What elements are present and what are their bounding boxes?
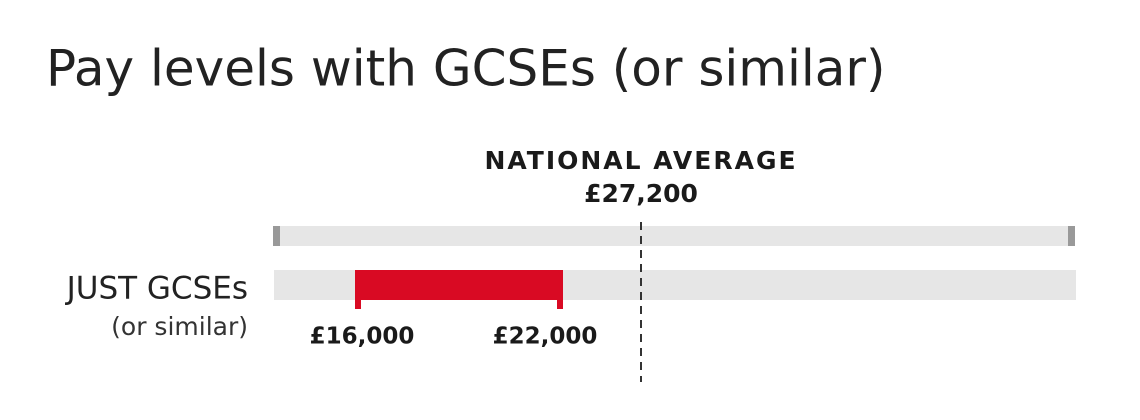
average-label: NATIONAL AVERAGE <box>484 146 797 175</box>
row-label: JUST GCSEs <box>65 271 248 307</box>
scale-cap <box>273 226 280 246</box>
title: Pay levels with GCSEs (or similar) <box>46 40 885 98</box>
scale-cap <box>1068 226 1075 246</box>
low-label: £16,000 <box>310 324 415 350</box>
row-sublabel: (or similar) <box>111 312 248 341</box>
scale-track <box>276 226 1072 246</box>
high-label: £22,000 <box>493 324 598 350</box>
average-value: £27,200 <box>584 179 698 208</box>
range-tick <box>557 296 563 309</box>
range-bar <box>355 270 563 300</box>
range-tick <box>355 296 361 309</box>
